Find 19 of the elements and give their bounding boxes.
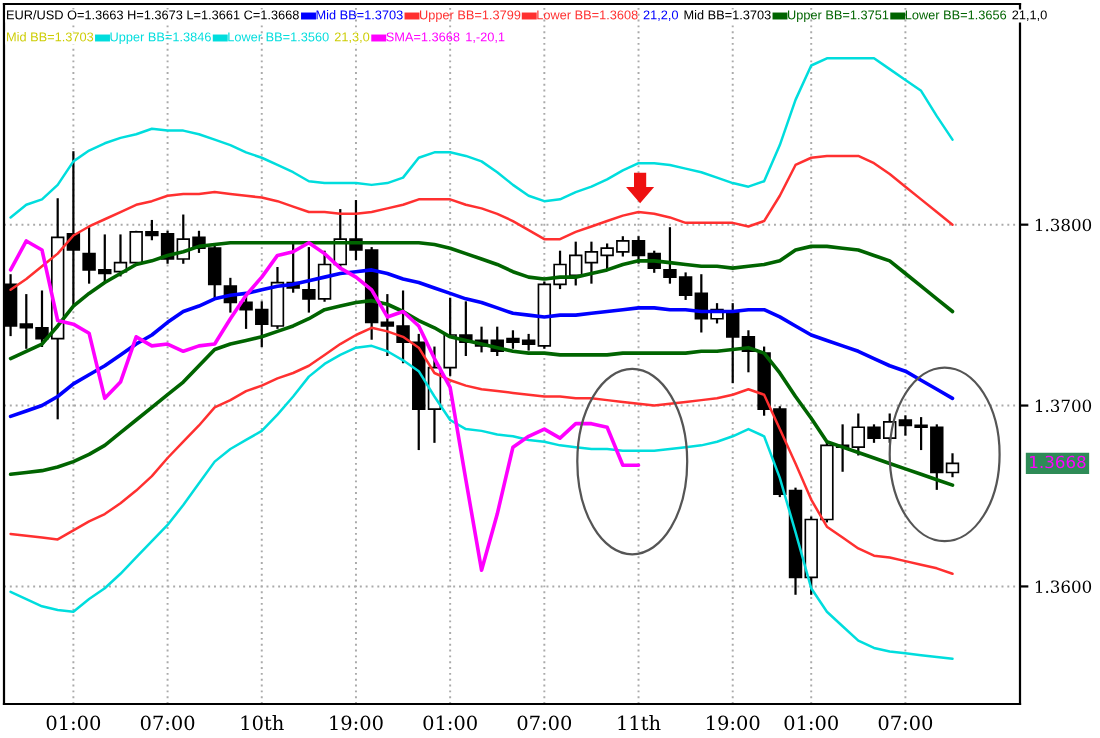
line-series — [8, 239, 641, 572]
x-tick-label: 01:00 — [423, 715, 477, 731]
line-series — [9, 344, 954, 661]
line-series — [9, 57, 954, 219]
x-tick-label: 07:00 — [517, 715, 572, 731]
x-tick-label: 19:00 — [330, 715, 383, 731]
y-tick-label: 1.3600 — [1035, 580, 1092, 593]
x-tick-label: 01:00 — [784, 715, 838, 731]
x-tick-label: 01:00 — [46, 715, 101, 731]
x-tick-label: 07:00 — [878, 715, 933, 731]
x-tick-label: 19:00 — [707, 715, 760, 731]
y-tick-label: 1.3700 — [1035, 399, 1092, 413]
line-series — [8, 298, 955, 487]
x-tick-label: 10th — [241, 715, 284, 731]
y-tick-label: 1.3800 — [1035, 218, 1092, 232]
text: 1.3668 — [1030, 455, 1086, 469]
x-tick-label: 07:00 — [140, 715, 195, 731]
line-series — [9, 326, 954, 576]
x-tick-label: 11th — [618, 715, 661, 731]
